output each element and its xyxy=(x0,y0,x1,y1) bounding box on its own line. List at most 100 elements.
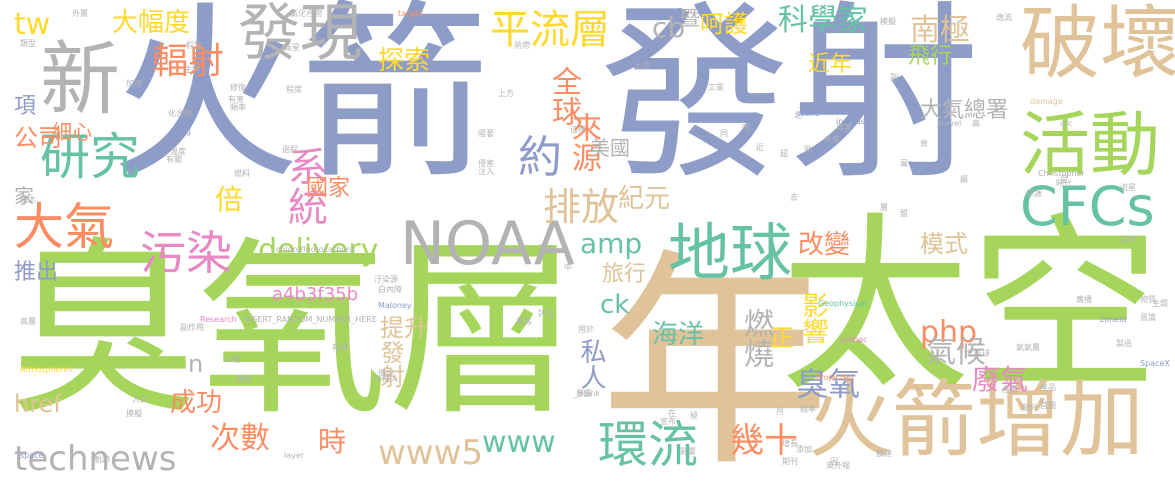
cloud-word: space xyxy=(20,451,44,460)
cloud-word: 北 xyxy=(794,111,802,120)
cloud-word: 正 xyxy=(770,324,794,352)
cloud-word: travel xyxy=(938,119,962,128)
cloud-word: 再度 xyxy=(836,123,852,132)
cloud-word: 額外 xyxy=(1022,403,1038,412)
cloud-word: 有害 xyxy=(228,95,244,104)
cloud-word: 程度 xyxy=(286,85,302,94)
cloud-word: 化合物 xyxy=(168,109,192,118)
cloud-word: 大氣 xyxy=(14,198,114,256)
cloud-word: 層 xyxy=(880,203,888,212)
cloud-word: 盟 xyxy=(900,209,908,218)
cloud-word: 近年 xyxy=(808,52,853,77)
cloud-word: 萬 xyxy=(900,159,908,168)
cloud-word: 推出 xyxy=(14,260,59,285)
cloud-word: 臭氧 xyxy=(796,365,861,403)
cloud-word: 氣氣層 xyxy=(1016,343,1040,352)
cloud-word: Projected xyxy=(816,373,854,382)
cloud-word: 報導 xyxy=(332,343,348,352)
cloud-word: 燃料 xyxy=(234,169,250,178)
cloud-word: 汙染源 xyxy=(374,275,398,284)
cloud-word: 北半球 xyxy=(966,349,990,358)
cloud-word: 團隊 xyxy=(236,375,252,384)
cloud-word: 未來 xyxy=(824,135,840,144)
cloud-word: damage xyxy=(1030,97,1063,106)
cloud-word: 流星 xyxy=(1120,183,1136,192)
cloud-word: INSERT_RANDOM_NUMBER_HERE xyxy=(244,315,377,324)
cloud-word: 延伸 xyxy=(1120,235,1136,244)
cloud-word: 副 xyxy=(890,73,898,82)
cloud-word: 同 xyxy=(720,129,728,138)
cloud-word: cb xyxy=(652,11,686,44)
cloud-word: 類型 xyxy=(20,39,36,48)
cloud-word: 上方 xyxy=(498,89,514,98)
cloud-word: 產品 xyxy=(1040,383,1056,392)
cloud-word: layer xyxy=(284,451,305,460)
cloud-word: 唯一 xyxy=(540,243,556,252)
cloud-word: 氣候 xyxy=(926,335,986,370)
cloud-word: 近 xyxy=(756,143,764,152)
cloud-word: 破壞 xyxy=(1020,0,1175,90)
cloud-word: 污染 xyxy=(140,226,232,280)
cloud-word: 過程 xyxy=(282,145,298,154)
cloud-word: increase xyxy=(836,117,870,126)
cloud-word: 國家 xyxy=(306,176,351,201)
cloud-word: n xyxy=(188,350,204,378)
cloud-word: 逸流 xyxy=(996,13,1012,22)
cloud-word: 摸擬 xyxy=(126,409,142,418)
cloud-word: 影響 xyxy=(680,447,696,456)
cloud-word: 大幅度 xyxy=(112,8,191,38)
cloud-word: 意識 xyxy=(1140,313,1156,322)
cloud-word: 軌跡 xyxy=(94,455,110,464)
cloud-word: 次數 xyxy=(210,421,270,456)
cloud-word: 增長 xyxy=(782,439,798,448)
cloud-word: Maloney xyxy=(378,301,412,310)
cloud-word: href xyxy=(14,390,62,418)
cloud-word: 入口 xyxy=(132,395,148,404)
cloud-word: 副作用 xyxy=(180,323,204,332)
cloud-word: 宣布 xyxy=(660,417,676,426)
cloud-word: 提升 xyxy=(380,314,428,342)
cloud-word: 廢氣 xyxy=(972,363,1029,396)
cloud-word: 在 xyxy=(668,409,676,418)
cloud-word: 研究 xyxy=(40,128,140,186)
cloud-word: 發射 xyxy=(376,340,404,388)
cloud-word: 紀元 xyxy=(618,184,671,214)
cloud-word: 主題 xyxy=(1152,299,1168,308)
cloud-word: 評估 xyxy=(538,309,554,318)
cloud-word: 外層 xyxy=(72,9,88,18)
cloud-word: target xyxy=(398,9,423,18)
cloud-word: 勁 xyxy=(804,145,812,154)
cloud-word: 產量 xyxy=(1002,385,1018,394)
cloud-word: 標準 xyxy=(800,405,816,414)
cloud-word: 新 xyxy=(40,33,120,126)
cloud-word: NOAA xyxy=(400,209,575,279)
cloud-word: Research xyxy=(200,315,237,324)
cloud-word: CFCs xyxy=(1020,175,1155,238)
cloud-word: 用於 xyxy=(578,325,594,334)
cloud-word: 續 xyxy=(960,175,968,184)
cloud-word: Christopher xyxy=(1038,169,1085,178)
cloud-word: 地球 xyxy=(668,216,793,289)
cloud-word: 模擬 xyxy=(880,17,896,26)
cloud-word: delivery xyxy=(258,233,379,268)
cloud-word: 侵害 xyxy=(478,159,494,168)
cloud-word: 生物 xyxy=(184,65,200,74)
cloud-word: 暨 xyxy=(680,6,700,30)
cloud-word: ck xyxy=(600,290,630,320)
cloud-word: 修復 xyxy=(230,83,246,92)
cloud-word: technews xyxy=(14,439,177,479)
cloud-word: 細心 xyxy=(52,120,92,144)
cloud-word: prebac xyxy=(840,335,868,344)
cloud-word: 受 xyxy=(1060,175,1068,184)
cloud-word: 首圖 xyxy=(1040,401,1056,410)
cloud-word: 頻率 xyxy=(230,103,246,112)
cloud-word: 幾十 xyxy=(730,421,798,461)
cloud-word: 排放 xyxy=(543,185,620,229)
cloud-word: 保護 xyxy=(1026,189,1042,198)
cloud-word: 英外報 xyxy=(826,461,850,470)
cloud-word: 家 xyxy=(14,184,34,208)
cloud-word: 傳說 xyxy=(378,369,394,378)
cloud-word: 極 xyxy=(690,411,698,420)
cloud-word: 嗎 xyxy=(742,123,750,132)
cloud-word: 全球 xyxy=(546,66,581,126)
